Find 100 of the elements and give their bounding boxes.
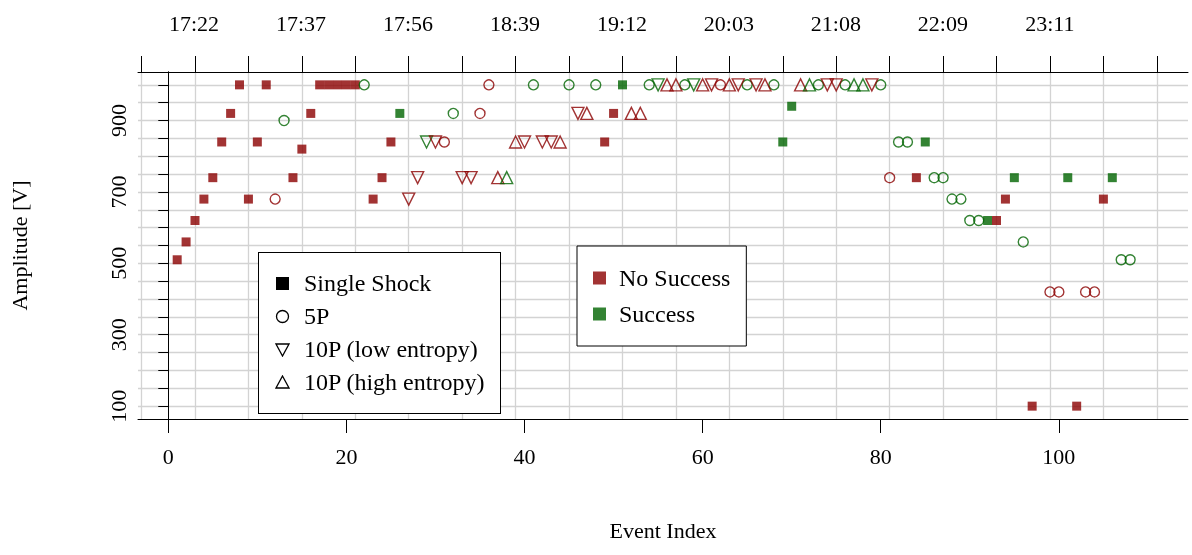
point [839, 79, 851, 91]
point [368, 194, 378, 204]
annotation: 10P (low entropy) [304, 336, 478, 363]
point [660, 78, 674, 92]
point [261, 80, 271, 90]
point [332, 80, 342, 90]
point [749, 78, 763, 92]
point [758, 78, 772, 92]
point [288, 173, 298, 183]
point [600, 137, 610, 147]
x-tick-label: 0 [162, 443, 174, 469]
x-axis-title: Event Index [609, 517, 717, 543]
point [464, 170, 478, 185]
point [190, 216, 200, 226]
y-tick-label: 900 [105, 104, 131, 138]
annotation: 19:12 [596, 10, 647, 36]
point [1098, 194, 1108, 204]
point [892, 136, 905, 148]
point [199, 194, 209, 204]
point [695, 78, 710, 92]
point [181, 237, 191, 247]
point [1072, 401, 1082, 411]
point [517, 135, 532, 149]
y-tick-label: 700 [105, 175, 131, 209]
point [553, 135, 567, 149]
point [669, 78, 683, 92]
point [208, 173, 218, 183]
point [217, 137, 227, 147]
point [928, 171, 940, 184]
point [563, 79, 575, 91]
annotation: 10P (high entropy) [304, 369, 485, 396]
y-tick-label: 100 [105, 389, 131, 423]
point [544, 135, 558, 149]
point [226, 108, 236, 118]
point [535, 135, 550, 149]
x-tick-label: 20 [335, 443, 358, 469]
point [447, 107, 459, 120]
point [992, 216, 1002, 226]
point [731, 78, 745, 92]
point [901, 136, 914, 148]
annotation: Single Shock [304, 270, 432, 297]
point [402, 192, 416, 206]
point [571, 106, 585, 121]
point [793, 78, 808, 92]
annotation: 17:56 [382, 10, 434, 36]
point [527, 79, 540, 91]
annotation: 17:37 [275, 10, 327, 36]
point [341, 80, 351, 90]
point [350, 80, 360, 90]
point [911, 173, 921, 183]
annotation: 21:08 [810, 10, 861, 36]
point [580, 106, 594, 121]
point [590, 79, 602, 91]
legend-label: Success [619, 301, 695, 327]
point [768, 79, 780, 91]
y-tick-label: 500 [105, 246, 131, 280]
y-tick-label: 300 [105, 318, 131, 352]
point [491, 170, 505, 185]
point [428, 135, 443, 149]
point [1115, 254, 1127, 266]
point [410, 170, 425, 185]
point [937, 171, 949, 184]
point [315, 80, 325, 90]
point [829, 78, 843, 92]
point [964, 214, 976, 227]
point [820, 78, 835, 92]
y-axis-title: Amplitude [V] [6, 180, 32, 311]
point [633, 106, 647, 121]
point [679, 79, 691, 91]
point [624, 106, 639, 121]
point [865, 78, 879, 92]
point [973, 214, 985, 227]
annotation: 20:03 [703, 10, 754, 36]
point [955, 193, 967, 205]
point [243, 194, 253, 204]
point [508, 135, 523, 149]
x-tick-label: 100 [1042, 443, 1076, 469]
annotation: 5P [304, 303, 330, 330]
annotation: 23:11 [1025, 10, 1075, 36]
point [235, 80, 245, 90]
x-tick-label: 40 [513, 443, 536, 469]
point [812, 79, 825, 91]
x-tick-label: 60 [691, 443, 714, 469]
point [722, 78, 737, 92]
point [875, 79, 887, 91]
point [306, 108, 316, 118]
point [455, 170, 469, 185]
point [704, 78, 719, 92]
point [1124, 254, 1136, 266]
point [324, 80, 334, 90]
point [1027, 401, 1037, 411]
point [643, 79, 655, 91]
point [386, 137, 396, 147]
point [609, 108, 619, 118]
point [172, 255, 182, 265]
legend-label: No Success [619, 265, 731, 291]
point [377, 173, 387, 183]
annotation: 18:39 [489, 10, 541, 36]
point [297, 144, 307, 154]
annotation: 22:09 [917, 10, 968, 36]
